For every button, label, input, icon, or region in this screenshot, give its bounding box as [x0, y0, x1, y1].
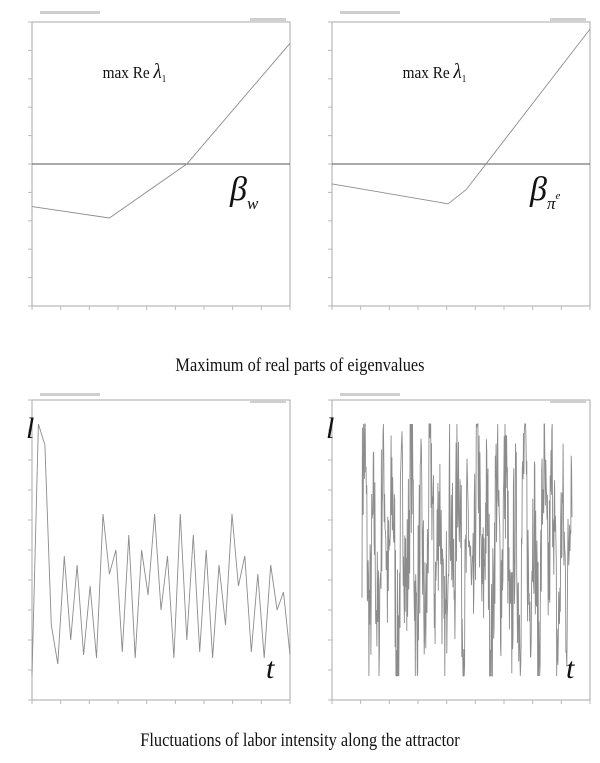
labor-right-header-mark-right [550, 400, 586, 403]
labor-right-series-line [361, 423, 573, 677]
eigen-right-param-sub: π [547, 194, 556, 213]
labor-left-header-mark [40, 393, 100, 396]
eigen-left-annotation: max Re λ1 [103, 60, 167, 85]
eigen-right-annotation: max Re λ1 [403, 60, 467, 85]
eigen-left-param-label: βw [229, 171, 259, 213]
eigen-right-annotation-symbol: λ [453, 60, 462, 83]
eigen-chart-left: max Re λ1 βw [18, 8, 293, 328]
labor-right-header-mark [340, 393, 400, 396]
eigen-left-annotation-sub: 1 [162, 75, 167, 86]
eigen-left-param-symbol: β [229, 171, 247, 208]
eigen-right-annotation-prefix: max Re [403, 64, 454, 82]
caption-labor: Fluctuations of labor intensity along th… [140, 730, 460, 751]
labor-right-ylabel: l [326, 412, 334, 445]
eigen-right-header-mark-right [550, 18, 586, 21]
labor-chart-right-svg: lt [326, 393, 591, 704]
labor-left-plot-frame [31, 399, 291, 701]
eigen-left-header-mark-right [250, 18, 286, 21]
labor-left-series-line [31, 423, 291, 677]
eigen-left-series-line [31, 43, 291, 219]
eigen-chart-right-svg: max Re λ1 βπe [328, 11, 591, 310]
eigen-right-param-symbol: β [529, 171, 547, 208]
eigen-right-series-line [331, 28, 591, 205]
eigen-chart-left-svg: max Re λ1 βw [28, 11, 291, 310]
labor-right-xlabel: t [566, 652, 575, 685]
labor-left-ylabel: l [26, 412, 34, 445]
eigen-right-param-label: βπe [529, 171, 560, 213]
eigen-right-annotation-sub: 1 [462, 75, 467, 86]
eigen-right-header-mark [340, 11, 400, 14]
caption-eigenvalues: Maximum of real parts of eigenvalues [175, 355, 425, 376]
eigen-left-header-mark [40, 11, 100, 14]
eigen-left-annotation-symbol: λ [153, 60, 162, 83]
labor-chart-left-svg: lt [26, 393, 291, 704]
labor-left-xlabel: t [266, 652, 275, 685]
eigen-left-param-sub: w [247, 194, 259, 213]
eigen-chart-right: max Re λ1 βπe [318, 8, 593, 328]
labor-left-header-mark-right [250, 400, 286, 403]
eigen-left-annotation-prefix: max Re [103, 64, 154, 82]
eigen-right-param-sup: e [555, 190, 560, 202]
